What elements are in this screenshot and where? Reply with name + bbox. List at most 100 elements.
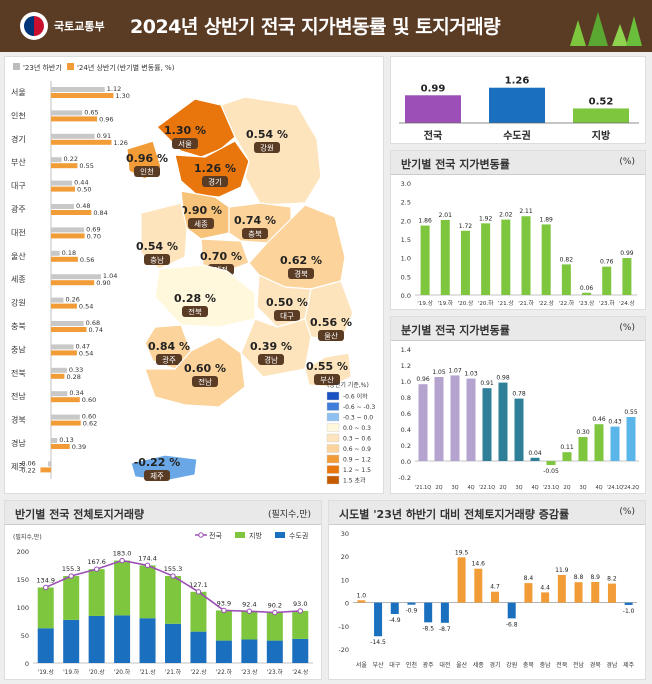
local-bar [292,610,309,639]
xtick: 강원 [506,661,517,669]
map-label-bg [254,142,280,153]
page-title: 2024년 상반기 전국 지가변동률 및 토지거래량 [130,16,501,38]
map-label-bg [318,330,344,341]
total-point [144,562,151,569]
curr-value: 0.28 [66,373,80,381]
xtick: 3Q [515,485,522,491]
bar-value: -0.9 [406,608,418,615]
xtick: 2Q [435,485,442,491]
map-label-bg [274,310,300,321]
local-bar [190,591,207,632]
map-value: 0.54 % [246,128,288,141]
bar-value: 0.30 [576,429,590,436]
map-legend-swatch [326,412,340,422]
xtick: 대구 [389,661,401,669]
ytick: 100 [17,604,29,612]
map-legend-swatch [326,444,340,453]
legend-unit: (반기별 변동률, %) [117,63,175,72]
bar-value: -14.5 [370,639,386,646]
map-region-label: 인천 [140,167,154,177]
bar-value: 8.8 [574,574,584,581]
map-legend-label: 1.2 ~ 1.5 [343,467,371,474]
local-bar [215,610,232,641]
xtick: '19.하 [63,668,80,676]
prev-bar [51,204,75,209]
region-label: 울산 [11,251,26,261]
quarter-rate-panel: 분기별 전국 지가변동률 (%) 1.4 1.2 1.0 0.8 0.6 0.4 0.2 0.0… [390,316,646,494]
map-legend-label: 1.5 초과 [343,477,366,485]
xtick: '22.1Q [479,485,496,491]
map-legend-label: 0.9 ~ 1.2 [343,457,371,464]
xtick: '21.상 [498,299,514,307]
bar [466,378,476,461]
total-point [272,609,278,616]
xtick: '21.하 [518,299,534,307]
ytick: 0.6 [401,410,411,418]
curr-value: 0.90 [96,279,110,287]
legend-marker [198,532,204,538]
bar-value: 0.04 [528,450,542,457]
ytick: 0.2 [401,442,411,450]
ytick: 0 [345,600,349,608]
xtick: 대전 [439,661,450,669]
curr-bar [51,233,85,239]
curr-value: -0.22 [19,466,36,474]
prev-bar [51,321,84,326]
legend-swatch [275,532,285,538]
map-value: 1.26 % [194,162,236,175]
ytick: 2.5 [401,199,411,207]
bar [530,457,540,461]
prev-value: 1.04 [103,272,117,280]
map-legend-swatch [326,475,340,485]
prev-value: 0.65 [84,108,98,116]
curr-bar [51,256,78,262]
map-value: 0.56 % [310,316,352,329]
bar-value: 8.4 [524,575,534,582]
capital-bar [292,638,309,663]
map-label-bg [288,268,314,279]
prev-value: 0.68 [86,319,100,327]
bar [607,583,616,603]
total-point [43,584,49,591]
map-legend-label: -0.6 이하 [343,393,368,401]
ytick: 1.0 [401,378,411,386]
bar-value: 0.11 [560,444,574,451]
quarter-rate-title: 분기별 전국 지가변동률 (%) [391,317,645,341]
xtick: '20.상 [89,668,106,676]
xtick: 경북 [590,662,602,669]
ytick: 0.4 [401,426,411,434]
map-legend-swatch [326,465,340,474]
map-value: 0.39 % [250,340,292,353]
map-region-label: 서울 [178,140,192,149]
local-bar [37,587,54,629]
bar [450,375,460,461]
region-label: 경기 [11,134,26,144]
map-region-label: 충북 [248,230,262,239]
curr-bar [51,303,77,309]
total-value: 93.0 [293,600,307,608]
header: 국토교통부 2024년 상반기 전국 지가변동률 및 토지거래량 [0,0,652,52]
map-legend-label: -0.6 ~ -0.3 [343,404,375,411]
prev-value: 0.47 [76,342,90,350]
prev-value: 0.26 [65,296,79,304]
bar-value: 4.4 [540,584,550,591]
local-bar [241,611,258,640]
change-chart: 30 20 10 0 -10 -20 1.0 서울 -14.5 부산 -4.9 대구 -0.9 인천 -8.… [338,530,637,669]
regional-rate-chart: '23년 하반기 '24년 상반기 (반기별 변동률, %) 서울 1.121.30 인천… [11,63,375,485]
total-value: 93.9 [217,599,231,607]
ytick: 1.2 [401,362,411,370]
org-name: 국토교통부 [54,20,105,33]
legend-curr-swatch [67,63,74,70]
map-region-label: 경기 [208,177,222,187]
prev-value: 0.60 [82,413,96,421]
ytick: 30 [341,530,349,538]
summary-value: 0.52 [589,96,614,107]
capital-bar [114,615,131,663]
local-bar [114,560,131,616]
total-point [93,566,100,572]
bar-value: 0.43 [608,419,622,426]
xtick: '22.상 [190,668,207,676]
capital-bar [215,640,232,663]
bar-value: 2.02 [499,212,513,219]
ytick: 150 [17,576,29,584]
